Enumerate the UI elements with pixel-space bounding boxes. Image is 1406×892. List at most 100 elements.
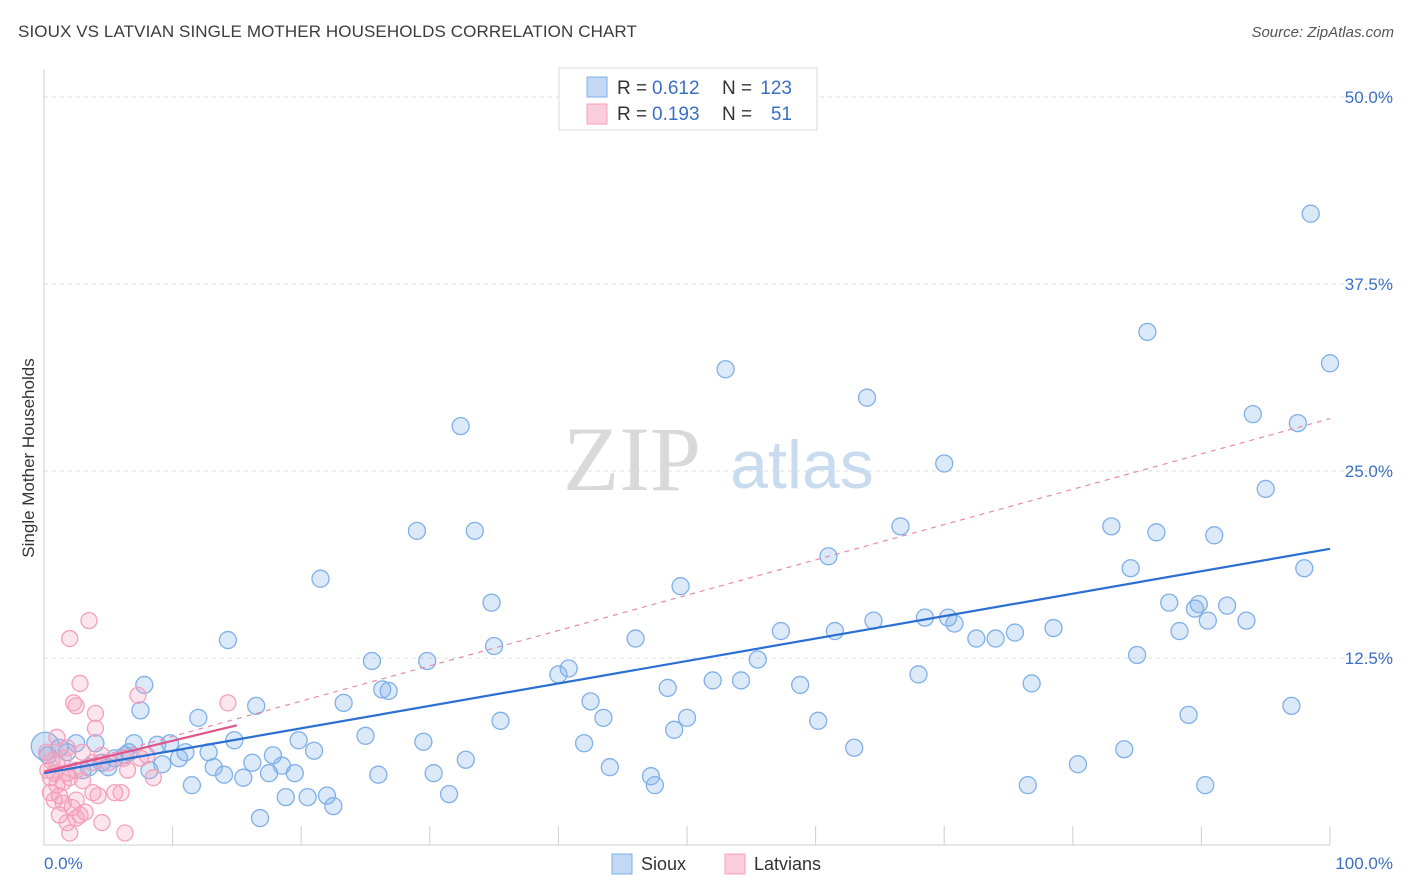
sioux-point <box>298 787 317 807</box>
sioux-point <box>250 808 270 828</box>
latvians-point <box>48 728 66 746</box>
sioux-point <box>1115 740 1134 759</box>
sioux-point <box>1205 526 1224 545</box>
sioux-point <box>1127 645 1147 665</box>
sioux-point <box>424 764 443 783</box>
sioux-point <box>1301 204 1320 223</box>
y-axis-title: Single Mother Households <box>19 358 38 557</box>
sioux-point <box>716 360 735 379</box>
sioux-point <box>324 796 343 816</box>
sioux-point <box>1217 596 1237 615</box>
sioux-point <box>414 732 433 751</box>
latvians-point <box>86 704 105 723</box>
bottom-legend-swatch-latvians <box>724 853 746 875</box>
latvians-point <box>219 694 237 712</box>
latvians-point <box>61 629 79 648</box>
latvians-point <box>71 674 89 693</box>
latvians-point <box>73 772 92 790</box>
sioux-point <box>909 665 928 684</box>
latvians-point <box>76 803 94 821</box>
sioux-point <box>600 758 619 777</box>
sioux-point <box>131 701 150 720</box>
sioux-point <box>1147 523 1166 542</box>
sioux-point <box>703 671 722 690</box>
legend-r-label-sioux: R = <box>617 78 647 99</box>
watermark-zip: ZIP <box>563 408 701 510</box>
y-tick-label: 12.5% <box>1345 649 1393 668</box>
sioux-point <box>935 454 954 473</box>
sioux-point <box>1295 559 1314 578</box>
latvians-point <box>89 786 107 805</box>
sioux-point <box>135 675 154 695</box>
sioux-point <box>451 416 470 436</box>
sioux-point <box>645 776 664 795</box>
sioux-point <box>214 765 234 784</box>
sioux-point <box>189 708 208 727</box>
y-tick-label: 25.0% <box>1345 462 1393 481</box>
sioux-point <box>373 680 392 699</box>
sioux-point <box>456 750 475 769</box>
latvians-point <box>64 694 83 712</box>
latvians-trend-line <box>43 724 238 773</box>
latvians-point <box>112 783 130 802</box>
sioux-point <box>1170 621 1189 641</box>
sioux-point <box>791 675 810 695</box>
sioux-point <box>439 784 459 804</box>
sioux-points <box>30 204 1340 828</box>
sioux-point <box>317 786 337 805</box>
sioux-point <box>1121 559 1140 578</box>
sioux-point <box>1160 593 1179 612</box>
y-tick-label: 37.5% <box>1345 275 1393 294</box>
sioux-trend-line <box>43 547 1331 775</box>
sioux-point <box>1179 705 1198 724</box>
sioux-point <box>243 753 262 772</box>
sioux-point <box>311 569 330 588</box>
legend-swatch-sioux <box>586 76 608 98</box>
sioux-point <box>1022 674 1041 693</box>
sioux-point <box>1320 354 1340 373</box>
trend-lines <box>43 418 1331 775</box>
latvians-point <box>54 794 72 812</box>
sioux-point <box>234 768 253 787</box>
legend-n-value-sioux: 123 <box>760 78 792 99</box>
sioux-point <box>1068 755 1088 774</box>
latvians-point <box>129 686 147 705</box>
sioux-point <box>945 614 964 633</box>
bottom-legend-label-latvians: Latvians <box>754 854 821 874</box>
legend-n-value-latvians: 51 <box>771 104 792 125</box>
latvians-point <box>37 743 56 761</box>
legend-bottom: Sioux Latvians <box>611 853 821 875</box>
legend-n-label-sioux: N = <box>722 78 752 99</box>
legend-r-value-sioux: 0.612 <box>652 78 700 99</box>
sioux-point <box>986 629 1005 648</box>
sioux-point <box>809 711 828 730</box>
latvians-points <box>37 611 237 842</box>
legend-top: R = 0.612 N = 123 R = 0.193 N = 51 <box>558 67 818 131</box>
watermark-atlas: atlas <box>730 427 874 503</box>
sioux-point <box>356 726 375 745</box>
sioux-point <box>857 388 877 407</box>
sioux-point <box>1005 623 1025 642</box>
sioux-point <box>967 629 986 648</box>
bottom-legend-label-sioux: Sioux <box>641 854 686 874</box>
sioux-point <box>362 651 382 671</box>
sioux-point <box>677 708 697 727</box>
latvians-point <box>58 813 76 832</box>
grid-lines <box>43 96 1395 845</box>
x-tick-label: 0.0% <box>44 854 83 873</box>
sioux-point <box>581 692 600 711</box>
latvians-point <box>80 611 98 630</box>
sioux-point <box>369 765 388 784</box>
latvians-point <box>116 824 134 842</box>
y-tick-labels: 12.5% 25.0% 37.5% 50.0% <box>1345 88 1393 668</box>
sioux-point <box>664 720 684 739</box>
sioux-point <box>594 708 613 727</box>
watermark: ZIP atlas <box>563 408 874 510</box>
sioux-point <box>465 521 484 540</box>
latvians-point <box>86 719 105 737</box>
sioux-point <box>748 650 767 669</box>
sioux-point <box>845 738 864 757</box>
sioux-point <box>671 577 690 596</box>
sioux-point <box>153 755 172 774</box>
